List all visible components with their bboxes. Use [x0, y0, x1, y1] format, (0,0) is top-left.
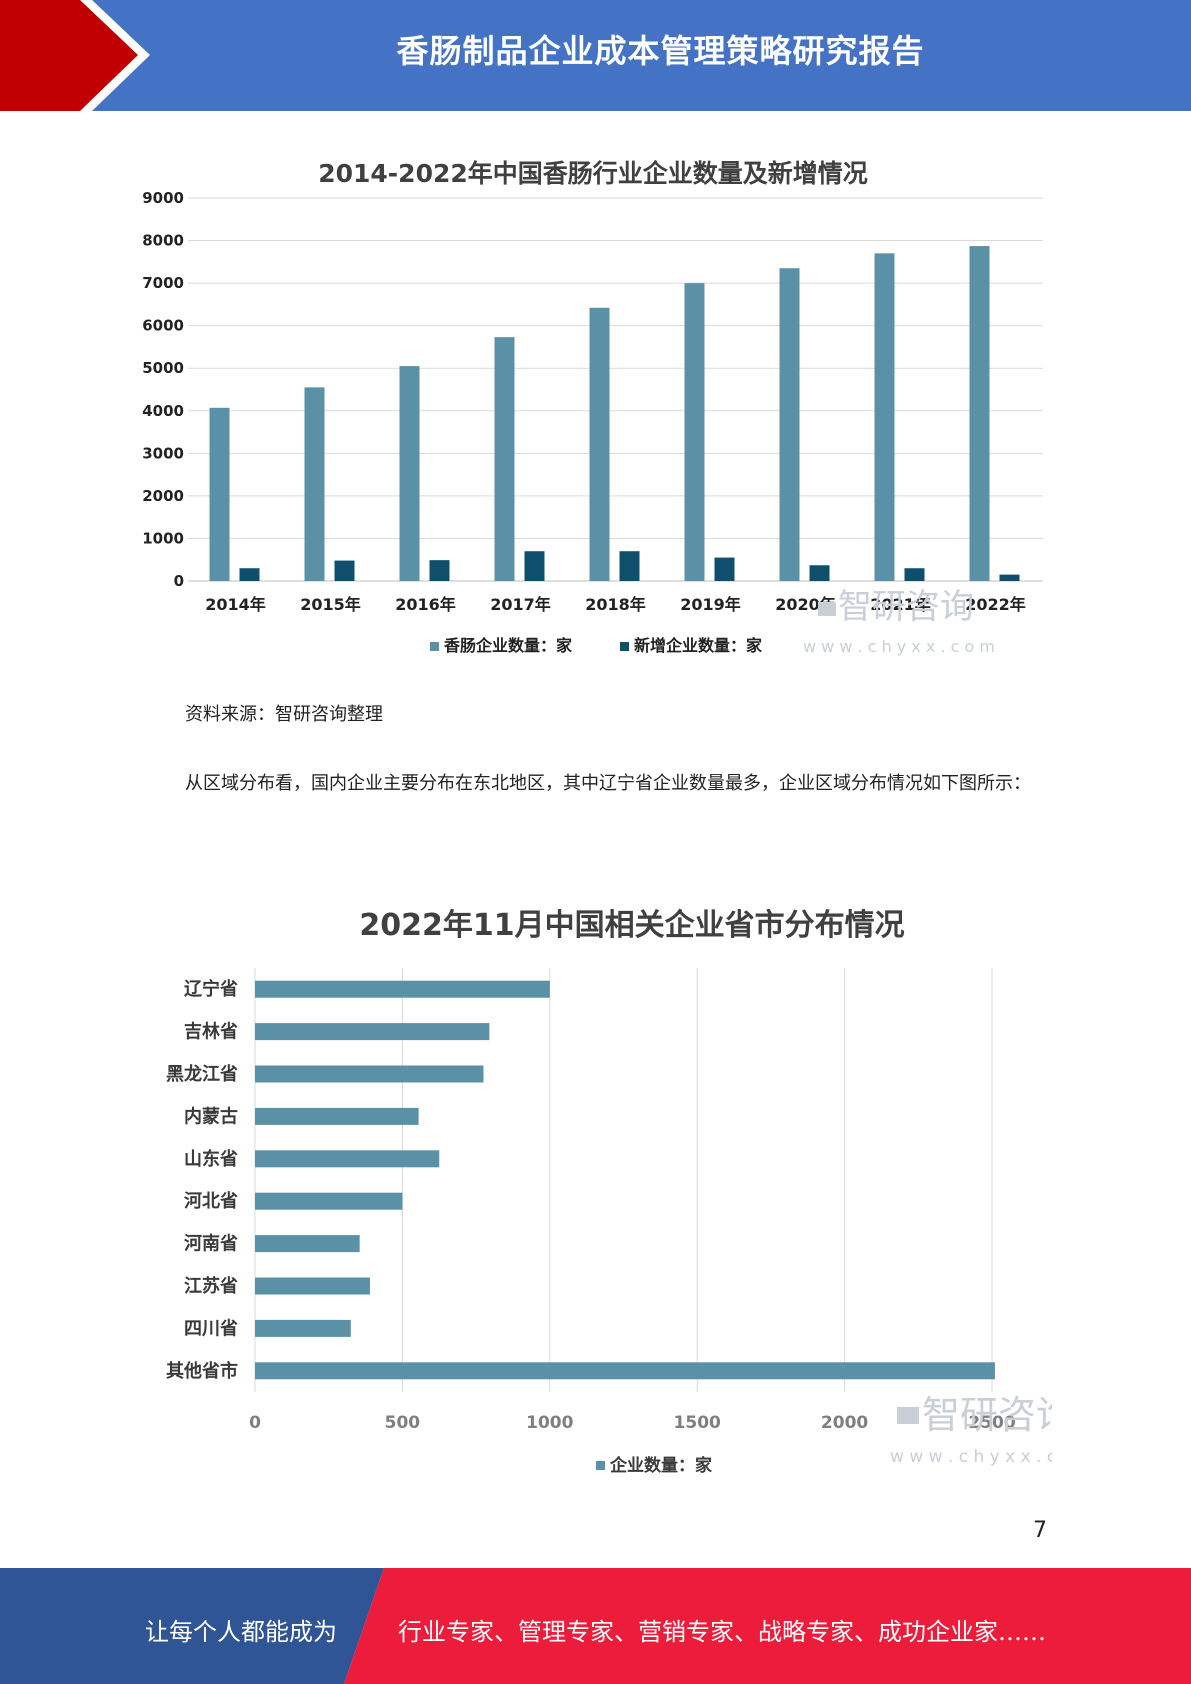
chart2-bar: [255, 1235, 360, 1253]
chart2-x-tick-label: 0: [249, 1413, 261, 1433]
chart2-bar: [255, 1107, 419, 1125]
footer-background: [0, 1568, 1191, 1684]
watermark-brand: 智研咨询: [922, 1393, 1052, 1437]
chart1-bar-new-enterprises: [239, 568, 260, 581]
chart1-title: 2014-2022年中国香肠行业企业数量及新增情况: [318, 159, 868, 188]
chart2-y-tick-label: 内蒙古: [184, 1105, 238, 1127]
chart2-bar: [255, 1150, 440, 1168]
header-arrow-decoration: [0, 0, 150, 111]
chart1-legend-swatch: [430, 642, 439, 651]
chart1-y-tick-label: 2000: [142, 487, 184, 505]
chart1-y-tick-label: 9000: [142, 189, 184, 207]
chart1-bar-new-enterprises: [619, 551, 640, 581]
chart2-y-tick-label: 辽宁省: [184, 978, 238, 1000]
chart2-y-tick-label: 其他省市: [166, 1360, 238, 1382]
chart1-bar-enterprise-count: [494, 337, 515, 581]
chart2-x-tick-label: 1000: [526, 1413, 573, 1433]
chart1-bar-new-enterprises: [904, 568, 925, 581]
chart2-y-tick-label: 河北省: [184, 1190, 238, 1212]
chart1-y-tick-label: 8000: [142, 232, 184, 250]
chart1-y-tick-label: 6000: [142, 317, 184, 335]
chart1-x-tick-label: 2015年: [300, 595, 361, 614]
chart2-y-tick-label: 江苏省: [184, 1275, 238, 1297]
province-distribution-chart: 2022年11月中国相关企业省市分布情况 0 500 1000 1500 2000 250…: [142, 880, 1052, 1480]
chart1-y-tick-label: 3000: [142, 444, 184, 462]
chart1-x-tick-label: 2016年: [395, 595, 456, 614]
chart2-x-tick-label: 2500: [968, 1413, 1015, 1433]
chart2-bar: [255, 980, 550, 998]
chart1-x-tick-label: 2019年: [680, 595, 741, 614]
chart1-y-tick-label: 5000: [142, 359, 184, 377]
chart2-y-tick-label: 山东省: [184, 1148, 238, 1170]
chart1-bar-enterprise-count: [684, 283, 705, 581]
body-paragraph: 从区域分布看，国内企业主要分布在东北地区，其中辽宁省企业数量最多，企业区域分布情…: [185, 773, 1031, 794]
page-header: 香肠制品企业成本管理策略研究报告: [0, 0, 1191, 111]
chart1-legend-label: 新增企业数量：家: [634, 636, 763, 655]
footer-slogan-right: 行业专家、管理专家、营销专家、战略专家、成功企业家……: [398, 1618, 1046, 1646]
chart1-bar-new-enterprises: [334, 560, 355, 581]
watermark-url: w w w . c h y x x . c o m: [890, 1447, 1052, 1467]
chart2-y-tick-label: 四川省: [184, 1317, 238, 1339]
chart1-legend-swatch: [620, 642, 629, 651]
enterprise-count-chart: 2014-2022年中国香肠行业企业数量及新增情况 0 1000 2000 3000 4…: [138, 140, 1048, 660]
chart1-svg: 0 1000 2000 3000 4000 5000 6000 7000 8000 9000 201…: [142, 189, 1043, 656]
chart2-y-tick-label: 河南省: [184, 1233, 238, 1255]
watermark: 智研咨询 w w w . c h y x x . c o m: [803, 587, 995, 656]
watermark-logo-icon: [818, 602, 836, 616]
page-number: 7: [1033, 1518, 1047, 1543]
chart1-bar-enterprise-count: [304, 387, 325, 581]
chart1-x-tick-label: 2017年: [490, 595, 551, 614]
chart2-svg: 0 500 1000 1500 2000 2500 辽宁省吉林省黑龙江省内蒙古山东省河北省河…: [166, 968, 1052, 1476]
chart2-y-tick-label: 吉林省: [184, 1021, 238, 1043]
chart1-legend-label: 香肠企业数量：家: [443, 636, 573, 655]
watermark-brand: 智研咨询: [838, 587, 974, 627]
chart2-bar: [255, 1192, 403, 1210]
chart2-legend-swatch: [596, 1461, 605, 1470]
chart2-legend-label: 企业数量：家: [609, 1455, 712, 1476]
watermark-url: w w w . c h y x x . c o m: [803, 637, 995, 656]
chart1-y-tick-label: 0: [174, 572, 184, 590]
chart2-y-tick-label: 黑龙江省: [166, 1063, 238, 1085]
chart1-bar-enterprise-count: [399, 366, 420, 581]
chart2-bar: [255, 1277, 370, 1295]
source-note: 资料来源：智研咨询整理: [185, 704, 383, 725]
watermark-logo-icon: [897, 1407, 919, 1424]
chart2-bar: [255, 1065, 484, 1083]
chart1-bar-enterprise-count: [874, 253, 895, 582]
chart1-bar-enterprise-count: [779, 268, 800, 581]
chart1-x-tick-label: 2014年: [205, 595, 266, 614]
footer-slogan-left: 让每个人都能成为: [145, 1618, 337, 1646]
chart1-x-tick-label: 2021年: [870, 595, 931, 614]
chart1-bar-new-enterprises: [809, 565, 830, 581]
page-footer: 让每个人都能成为 行业专家、管理专家、营销专家、战略专家、成功企业家……: [0, 1568, 1191, 1684]
chart1-bar-new-enterprises: [429, 560, 450, 581]
watermark: 智研咨询 w w w . c h y x x . c o m: [890, 1393, 1052, 1467]
chart2-title: 2022年11月中国相关企业省市分布情况: [359, 908, 905, 943]
chart1-bar-enterprise-count: [969, 246, 990, 581]
chart1-y-tick-label: 7000: [142, 274, 184, 292]
chart1-bar-new-enterprises: [714, 557, 735, 581]
chart2-x-tick-label: 2000: [821, 1413, 868, 1433]
chart1-x-tick-label: 2022年: [965, 595, 1026, 614]
chart2-bar: [255, 1362, 995, 1380]
page-title: 香肠制品企业成本管理策略研究报告: [396, 32, 925, 70]
chart1-y-tick-label: 1000: [142, 529, 184, 547]
chart1-bar-enterprise-count: [209, 407, 230, 581]
chart2-bar: [255, 1319, 351, 1337]
chart2-x-tick-label: 500: [385, 1413, 421, 1433]
chart2-bar: [255, 1023, 490, 1041]
chart2-x-tick-label: 1500: [674, 1413, 721, 1433]
chart1-x-tick-label: 2018年: [585, 595, 646, 614]
chart1-bar-enterprise-count: [589, 307, 610, 581]
chart1-bar-new-enterprises: [999, 574, 1020, 581]
chart1-bar-new-enterprises: [524, 551, 545, 581]
chart1-y-tick-label: 4000: [142, 402, 184, 420]
